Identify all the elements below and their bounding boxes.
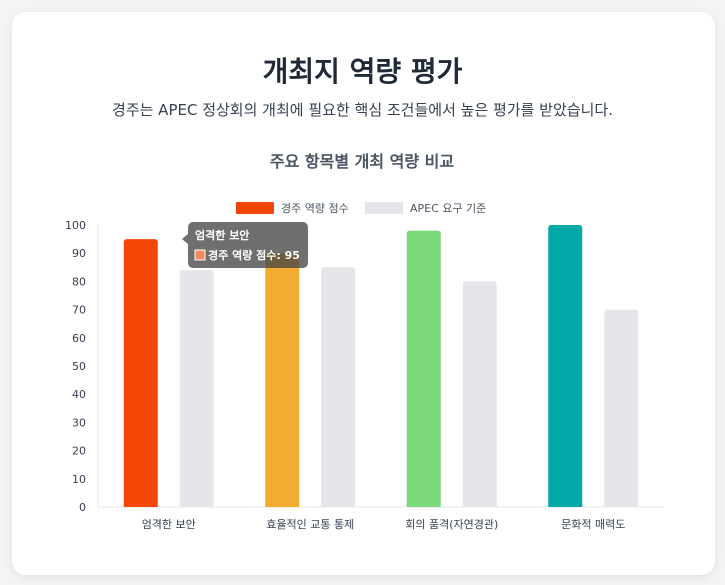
page-title: 개최지 역량 평가	[262, 55, 463, 88]
y-tick-label: 90	[72, 247, 86, 260]
bar[interactable]	[406, 230, 441, 507]
bar[interactable]	[604, 309, 639, 507]
y-tick-label: 30	[72, 416, 86, 429]
x-tick-label: 효율적인 교통 통제	[266, 518, 354, 531]
y-tick-label: 40	[72, 388, 86, 401]
bar[interactable]	[123, 239, 158, 507]
legend-label[interactable]: APEC 요구 기준	[410, 202, 486, 215]
y-tick-label: 70	[72, 304, 86, 317]
y-tick-label: 0	[79, 501, 86, 514]
legend-swatch[interactable]	[236, 202, 274, 214]
x-tick-label: 회의 품격(자연경관)	[405, 518, 498, 531]
tooltip-box	[188, 222, 308, 268]
y-tick-label: 80	[72, 275, 86, 288]
bar[interactable]	[548, 225, 583, 507]
tooltip-caret	[182, 234, 188, 244]
tooltip-title: 엄격한 보안	[195, 228, 249, 242]
tooltip-body: 경주 역량 점수: 95	[208, 248, 300, 262]
y-tick-label: 60	[72, 332, 86, 345]
bar[interactable]	[265, 253, 300, 507]
legend-label[interactable]: 경주 역량 점수	[281, 202, 349, 215]
x-tick-label: 문화적 매력도	[561, 518, 625, 531]
legend-swatch[interactable]	[365, 202, 403, 214]
y-tick-label: 10	[72, 473, 86, 486]
chart-title: 주요 항목별 개최 역량 비교	[270, 152, 454, 171]
bar[interactable]	[462, 281, 497, 507]
bar[interactable]	[321, 267, 356, 507]
bar[interactable]	[179, 270, 214, 507]
tooltip-swatch	[194, 249, 206, 261]
y-tick-label: 100	[65, 219, 86, 232]
y-tick-label: 50	[72, 360, 86, 373]
y-tick-label: 20	[72, 445, 86, 458]
x-tick-label: 엄격한 보안	[142, 518, 196, 531]
page-subtitle: 경주는 APEC 정상회의 개최에 필요한 핵심 조건들에서 높은 평가를 받았…	[112, 101, 613, 119]
